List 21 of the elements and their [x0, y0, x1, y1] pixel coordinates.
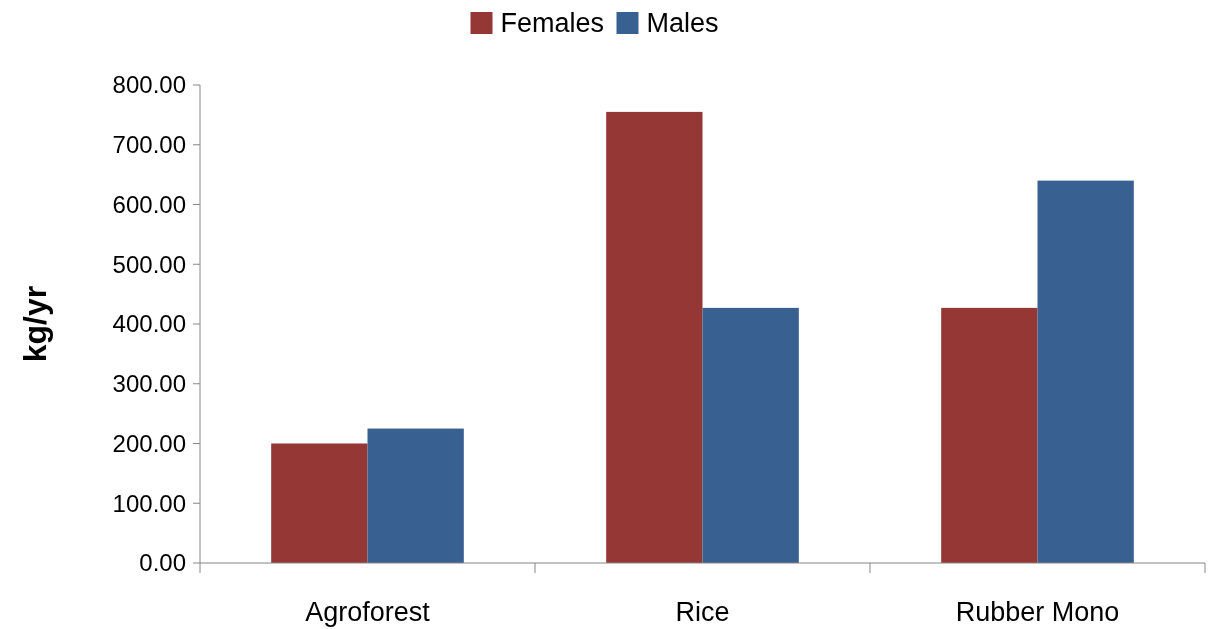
y-tick-label: 300.00 — [112, 370, 186, 398]
y-tick-label: 800.00 — [112, 71, 186, 99]
y-tick-label: 100.00 — [112, 489, 186, 517]
y-tick-label: 700.00 — [112, 131, 186, 159]
y-axis-title: kg/yr — [17, 285, 53, 363]
y-tick-label: 400.00 — [112, 310, 186, 338]
legend-label: Females — [500, 8, 605, 39]
y-tick-label: 500.00 — [112, 250, 186, 278]
x-tick-label: Agroforest — [305, 597, 431, 627]
legend-label: Males — [646, 8, 719, 39]
bar — [271, 443, 368, 563]
bar — [702, 307, 799, 563]
y-tick-label: 200.00 — [112, 429, 186, 457]
bar — [367, 428, 464, 563]
y-tick-label: 600.00 — [112, 190, 186, 218]
x-tick-label: Rubber Mono — [955, 597, 1120, 627]
x-tick-label: Rice — [675, 597, 730, 627]
y-tick-label: 0.00 — [139, 549, 186, 577]
bar — [606, 111, 703, 563]
bar — [941, 307, 1038, 563]
bar — [1037, 180, 1134, 563]
